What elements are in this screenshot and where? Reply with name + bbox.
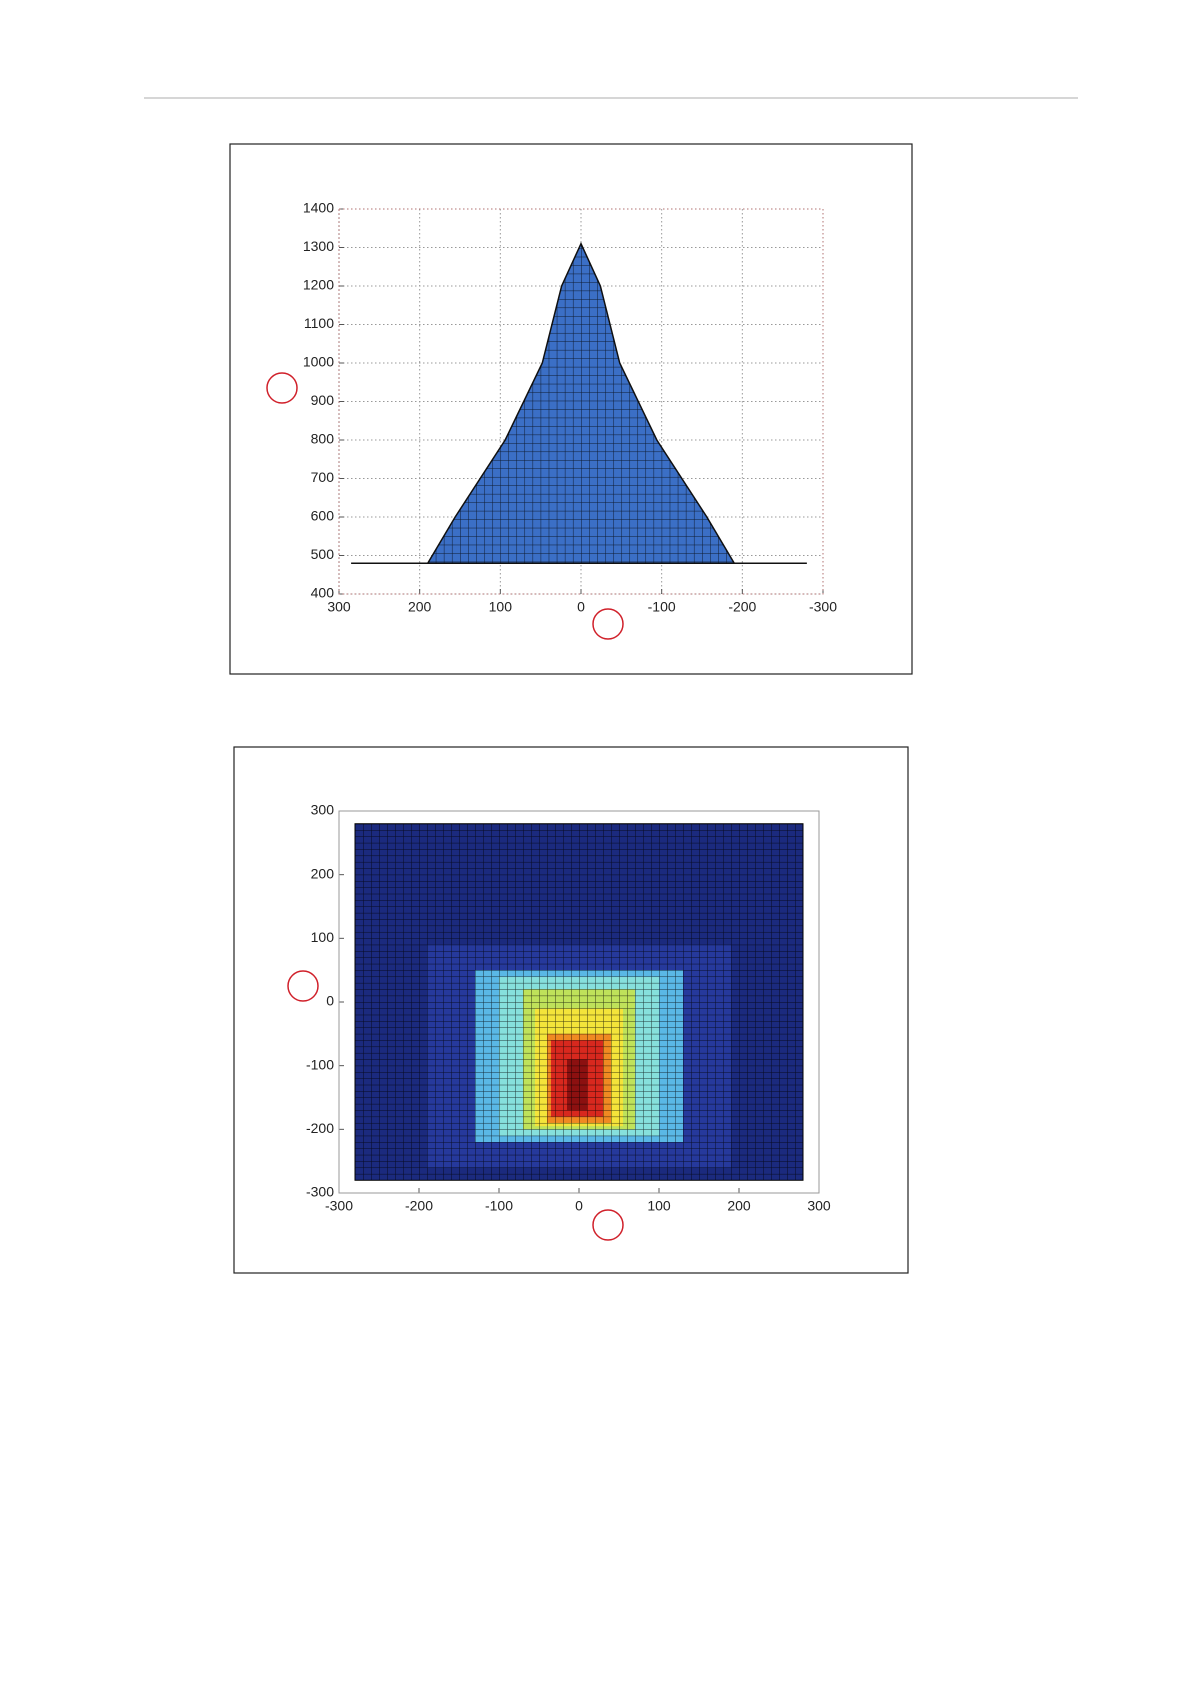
x-tick-label: -200 — [728, 599, 756, 615]
annotation-circle — [287, 970, 319, 1002]
annotation-circle — [266, 372, 298, 404]
annotation-circle — [592, 608, 624, 640]
x-tick-label: 200 — [727, 1198, 751, 1214]
y-tick-label: 600 — [311, 508, 335, 524]
y-tick-label: 500 — [311, 546, 335, 562]
axes-box — [338, 810, 820, 1194]
y-tick-label: -300 — [306, 1184, 334, 1200]
y-tick-label: 1400 — [303, 200, 334, 216]
axes-box — [338, 208, 824, 595]
x-tick-label: 100 — [647, 1198, 671, 1214]
y-tick-label: 300 — [311, 802, 335, 818]
annotation-circle — [592, 1209, 624, 1241]
x-tick-label: 300 — [807, 1198, 831, 1214]
y-tick-label: 400 — [311, 585, 335, 601]
heat-mesh — [354, 823, 804, 1181]
x-tick-label: 200 — [408, 599, 432, 615]
x-tick-label: -100 — [648, 599, 676, 615]
y-tick-label: 0 — [326, 993, 334, 1009]
y-tick-label: 700 — [311, 469, 335, 485]
x-tick-label: -200 — [405, 1198, 433, 1214]
y-tick-label: 1100 — [304, 315, 334, 331]
y-tick-label: 800 — [311, 431, 335, 447]
x-tick-label: 0 — [577, 599, 585, 615]
y-tick-label: 100 — [311, 929, 335, 945]
y-tick-label: -100 — [306, 1056, 334, 1072]
y-tick-label: -200 — [306, 1120, 334, 1136]
x-tick-label: 300 — [327, 599, 351, 615]
surface-mesh — [351, 243, 807, 564]
x-tick-label: -100 — [485, 1198, 513, 1214]
y-tick-label: 900 — [311, 392, 335, 408]
x-tick-label: -300 — [325, 1198, 353, 1214]
y-tick-label: 1300 — [303, 238, 334, 254]
x-tick-label: -300 — [809, 599, 837, 615]
y-tick-label: 200 — [311, 865, 335, 881]
y-tick-label: 1000 — [303, 354, 334, 370]
y-tick-label: 1200 — [303, 277, 334, 293]
x-tick-label: 0 — [575, 1198, 583, 1214]
x-tick-label: 100 — [489, 599, 513, 615]
